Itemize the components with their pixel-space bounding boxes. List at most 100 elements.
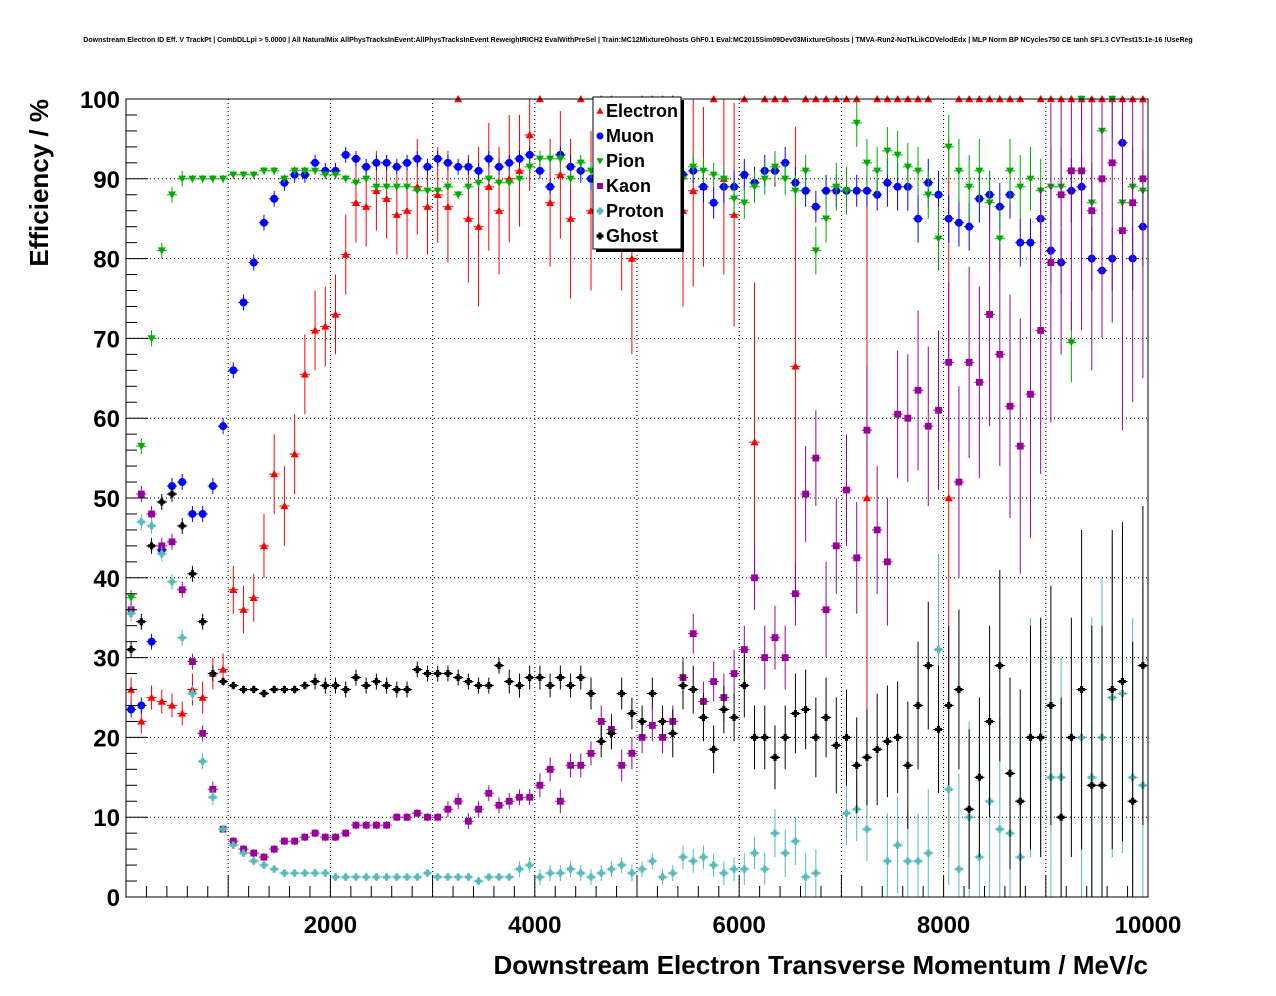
data-point — [606, 717, 617, 750]
data-point — [177, 170, 188, 187]
legend-label: Electron — [606, 101, 678, 121]
data-point — [340, 873, 351, 882]
data-point — [279, 685, 290, 694]
data-point — [575, 665, 586, 690]
data-point — [299, 681, 310, 690]
data-point — [391, 158, 402, 175]
data-point — [371, 673, 382, 690]
data-point — [749, 837, 760, 870]
data-point — [412, 873, 423, 882]
data-point — [575, 753, 586, 778]
data-point — [545, 865, 556, 882]
x-axis-label: Downstream Electron Transverse Momentum … — [493, 950, 1148, 980]
data-point — [831, 162, 842, 211]
data-point — [187, 174, 198, 183]
data-point — [401, 813, 413, 822]
data-point — [504, 178, 515, 187]
data-point — [780, 625, 791, 690]
data-point — [248, 857, 259, 866]
data-point — [238, 585, 249, 634]
data-point — [565, 673, 576, 698]
data-point — [769, 605, 781, 670]
data-point — [309, 829, 321, 838]
data-point — [933, 206, 944, 271]
data-point — [483, 873, 494, 882]
data-point — [350, 873, 362, 882]
data-point — [1107, 529, 1118, 850]
data-point — [514, 789, 525, 806]
x-tick-label: 10000 — [1115, 912, 1182, 939]
data-point — [371, 873, 382, 882]
data-point — [207, 174, 218, 183]
data-point — [616, 857, 627, 874]
data-point — [422, 158, 433, 175]
data-point — [1056, 697, 1067, 897]
data-point — [1035, 186, 1046, 475]
data-point — [1056, 99, 1067, 355]
data-point — [728, 182, 740, 215]
data-point — [340, 681, 351, 698]
data-point — [412, 150, 423, 167]
data-point — [299, 166, 310, 175]
data-point — [1117, 521, 1128, 842]
data-point — [269, 434, 280, 514]
data-point — [923, 601, 934, 730]
data-point — [861, 709, 873, 806]
y-tick-label: 60 — [93, 406, 120, 433]
data-point — [258, 853, 270, 862]
data-point — [422, 665, 433, 682]
data-point — [688, 154, 699, 179]
data-point — [872, 693, 883, 806]
y-tick-label: 80 — [93, 247, 120, 274]
data-point — [647, 709, 658, 742]
data-point — [493, 158, 505, 175]
data-point — [790, 174, 801, 207]
data-point — [851, 174, 862, 207]
data-point — [831, 697, 842, 794]
data-point — [361, 174, 372, 183]
data-point — [820, 194, 832, 243]
data-point — [350, 821, 362, 830]
data-point — [391, 813, 402, 822]
data-point — [126, 641, 137, 658]
legend-item-ghost: Ghost — [596, 226, 658, 246]
data-point — [381, 154, 392, 171]
data-point — [217, 418, 229, 435]
data-point — [585, 677, 597, 710]
data-point — [912, 146, 924, 195]
data-point — [974, 138, 985, 203]
data-point — [381, 873, 392, 882]
data-point — [340, 174, 351, 183]
data-point — [728, 693, 740, 742]
data-point — [841, 166, 852, 215]
data-point — [1015, 318, 1026, 574]
data-point — [749, 545, 760, 610]
data-point — [892, 350, 903, 479]
data-point — [248, 573, 259, 622]
data-point — [1004, 138, 1016, 203]
y-tick-label: 10 — [93, 805, 120, 832]
data-point — [1045, 102, 1057, 423]
data-point — [943, 282, 954, 443]
data-point — [953, 138, 965, 203]
data-point — [534, 150, 546, 167]
data-point — [545, 673, 556, 698]
data-point — [831, 498, 842, 594]
data-point — [688, 99, 699, 287]
data-point — [1096, 99, 1108, 339]
data-point — [565, 861, 576, 878]
data-point — [483, 677, 494, 694]
data-point — [146, 517, 157, 534]
data-point — [473, 801, 484, 818]
data-point — [953, 386, 965, 578]
data-point — [800, 446, 811, 542]
legend-item-kaon: Kaon — [597, 176, 651, 196]
data-point — [269, 685, 280, 694]
data-point — [1137, 505, 1148, 826]
data-point — [861, 138, 873, 187]
data-point — [1086, 99, 1097, 371]
data-point — [453, 793, 464, 810]
x-tick-label: 4000 — [508, 912, 561, 939]
data-point — [453, 873, 464, 882]
